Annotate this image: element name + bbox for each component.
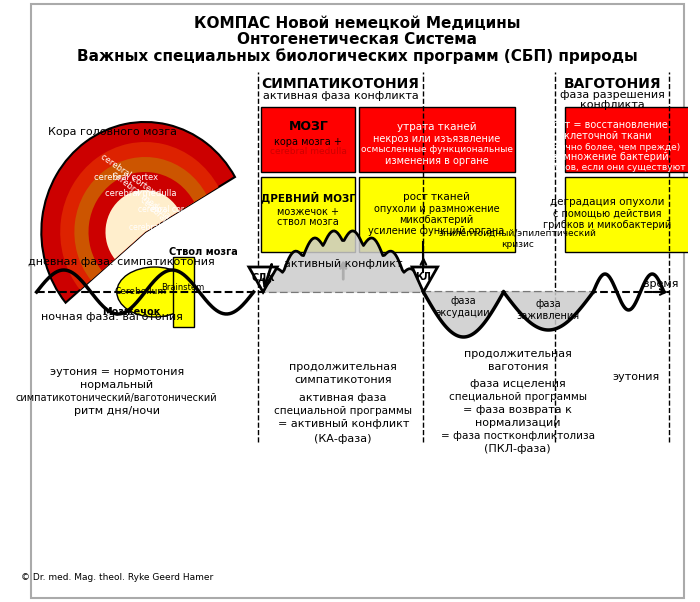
- Text: дневная фаза: симпатикотония: дневная фаза: симпатикотония: [28, 257, 215, 267]
- Text: (частично более, чем прежде): (частично более, чем прежде): [535, 143, 680, 152]
- Polygon shape: [263, 231, 424, 292]
- Wedge shape: [41, 122, 235, 303]
- Text: эутония: эутония: [612, 372, 659, 382]
- Text: cerebral cor.: cerebral cor.: [139, 205, 186, 214]
- Text: симпатикотония: симпатикотония: [295, 375, 392, 385]
- Text: ДРЕВНИЙ МОЗГ: ДРЕВНИЙ МОЗГ: [261, 191, 356, 203]
- Text: специальной программы: специальной программы: [274, 406, 412, 416]
- Text: симпатикотонический/ваготонический: симпатикотонический/ваготонический: [16, 393, 218, 403]
- Text: Мозжечок: Мозжечок: [102, 307, 160, 317]
- Ellipse shape: [117, 267, 192, 317]
- Text: cerebral medulla: cerebral medulla: [109, 169, 172, 220]
- Text: размножение бактерий: размножение бактерий: [546, 152, 668, 162]
- Text: конфликта: конфликта: [580, 100, 645, 110]
- Wedge shape: [74, 157, 206, 280]
- Text: cerebral cortex: cerebral cortex: [99, 152, 157, 196]
- Wedge shape: [60, 142, 218, 290]
- Text: грибков и микобактерий: грибков и микобактерий: [543, 220, 671, 230]
- Text: = фаза постконфликтолиза: = фаза постконфликтолиза: [441, 431, 595, 441]
- Text: ваготония: ваготония: [487, 362, 548, 372]
- FancyBboxPatch shape: [174, 257, 194, 327]
- Text: cerebral medulla: cerebral medulla: [270, 147, 346, 157]
- Text: активная фаза конфликта: активная фаза конфликта: [262, 91, 419, 101]
- Polygon shape: [412, 267, 438, 292]
- Text: фаза исцеления: фаза исцеления: [470, 379, 566, 389]
- FancyBboxPatch shape: [261, 177, 356, 252]
- FancyArrowPatch shape: [264, 265, 272, 287]
- Text: cerebral medulla: cerebral medulla: [104, 190, 176, 199]
- Text: ствол мозга: ствол мозга: [277, 217, 339, 227]
- Text: микобактерий: микобактерий: [400, 215, 474, 225]
- Text: специальной программы: специальной программы: [449, 392, 587, 402]
- Text: СИМПАТИКОТОНИЯ: СИМПАТИКОТОНИЯ: [262, 77, 419, 91]
- Text: КЛ: КЛ: [416, 272, 431, 282]
- Text: = фаза возврата к: = фаза возврата к: [463, 405, 572, 415]
- Wedge shape: [88, 172, 194, 270]
- Text: деградация опухоли: деградация опухоли: [550, 197, 664, 207]
- Polygon shape: [424, 292, 503, 337]
- Text: продолжительная: продолжительная: [289, 362, 397, 372]
- Text: мозжечок +: мозжечок +: [277, 207, 339, 217]
- Text: Cerebellum: Cerebellum: [114, 288, 167, 297]
- Text: усиление функций органа: усиление функций органа: [368, 226, 505, 236]
- Text: Brainstem: Brainstem: [161, 282, 204, 291]
- Text: фаза
эксудации: фаза эксудации: [435, 296, 490, 318]
- Text: рост = восстановление: рост = восстановление: [547, 120, 668, 130]
- Text: Важных специальных биологических программ (СБП) природы: Важных специальных биологических програм…: [77, 48, 638, 64]
- Text: опухоли и размножение: опухоли и размножение: [374, 204, 499, 214]
- Text: МОЗГ: МОЗГ: [288, 120, 328, 134]
- Text: эпилептоидный/эпилептический
кризис: эпилептоидный/эпилептический кризис: [439, 229, 596, 249]
- Text: продолжительная: продолжительная: [464, 349, 572, 359]
- Text: время: время: [643, 279, 679, 289]
- Text: фаза разрешения: фаза разрешения: [560, 90, 664, 100]
- Text: эутония = нормотония: эутония = нормотония: [50, 367, 184, 377]
- Text: активная фаза: активная фаза: [300, 393, 387, 403]
- Text: с помощью действия: с помощью действия: [553, 209, 662, 219]
- Text: осмысленные функциональные: осмысленные функциональные: [360, 146, 512, 155]
- Text: клеточной ткани: клеточной ткани: [564, 131, 651, 141]
- Text: кора мозга +: кора мозга +: [274, 137, 342, 147]
- Text: изменения в органе: изменения в органе: [385, 156, 489, 166]
- FancyBboxPatch shape: [565, 107, 700, 172]
- Text: нормализации: нормализации: [475, 418, 561, 428]
- Text: и вирусов, если они существуют: и вирусов, если они существуют: [529, 164, 686, 173]
- Text: КОМПАС Новой немецкой Медицины: КОМПАС Новой немецкой Медицины: [194, 16, 521, 31]
- FancyBboxPatch shape: [359, 107, 515, 172]
- Text: Ствол мозга: Ствол мозга: [169, 247, 238, 257]
- Text: cerebral cor.: cerebral cor.: [139, 196, 180, 234]
- FancyBboxPatch shape: [565, 177, 700, 252]
- Text: cerebral cortex: cerebral cortex: [94, 173, 158, 181]
- Text: СДХ: СДХ: [251, 272, 275, 282]
- Text: (КА-фаза): (КА-фаза): [314, 434, 372, 444]
- Text: активный конфликт: активный конфликт: [284, 259, 402, 269]
- FancyBboxPatch shape: [261, 107, 356, 172]
- FancyBboxPatch shape: [359, 177, 515, 252]
- Polygon shape: [503, 292, 593, 330]
- Text: утрата тканей: утрата тканей: [397, 122, 477, 132]
- Text: © Dr. med. Mag. theol. Ryke Geerd Hamer: © Dr. med. Mag. theol. Ryke Geerd Hamer: [21, 573, 213, 582]
- Wedge shape: [106, 190, 179, 259]
- Text: нормальный: нормальный: [80, 380, 153, 390]
- Text: cerebral cor.: cerebral cor.: [129, 223, 176, 232]
- Text: рост тканей: рост тканей: [403, 192, 470, 202]
- Text: ритм дня/ночи: ритм дня/ночи: [74, 406, 160, 416]
- Text: некроз или изъязвление: некроз или изъязвление: [373, 134, 500, 144]
- Text: Кора головного мозга: Кора головного мозга: [48, 127, 176, 137]
- Text: Онтогенетическая Система: Онтогенетическая Система: [237, 33, 477, 48]
- Text: = активный конфликт: = активный конфликт: [277, 419, 409, 429]
- Polygon shape: [249, 267, 277, 292]
- Text: фаза
заживления: фаза заживления: [517, 299, 580, 321]
- Text: ВАГОТОНИЯ: ВАГОТОНИЯ: [564, 77, 661, 91]
- Text: (ПКЛ-фаза): (ПКЛ-фаза): [484, 444, 551, 454]
- Text: ночная фаза: ваготония: ночная фаза: ваготония: [41, 312, 183, 322]
